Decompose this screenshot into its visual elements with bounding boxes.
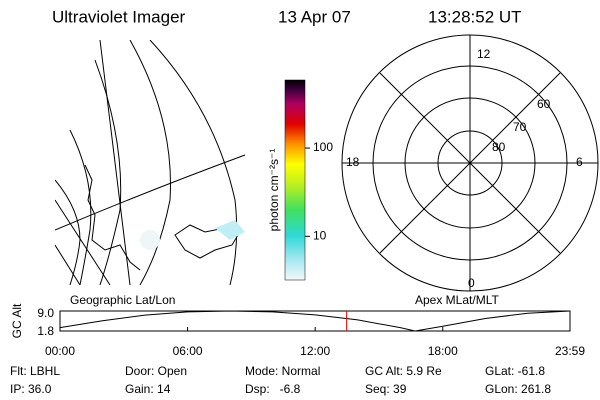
hour-label: 6 <box>576 155 583 169</box>
altitude-line <box>59 310 570 332</box>
lat-label: 60 <box>537 97 551 111</box>
x-tick-label: 00:00 <box>45 344 75 358</box>
polar-label: Apex MLat/MLT <box>415 293 499 307</box>
info-field: GLon: 261.8 <box>485 382 551 396</box>
info-field: Gain: 14 <box>125 382 171 396</box>
y-tick-label: 9.0 <box>37 306 54 320</box>
info-field: Dsp: -6.8 <box>245 382 301 396</box>
y-axis-label: GC Alt <box>10 303 24 338</box>
hour-label: 0 <box>468 276 475 290</box>
y-tick-label: 1.8 <box>37 324 54 338</box>
info-field: Flt: LBHL <box>10 364 60 378</box>
x-tick-label: 12:00 <box>300 344 330 358</box>
info-field: IP: 36.0 <box>10 382 52 396</box>
x-tick-label: 18:00 <box>428 344 458 358</box>
colorbar-tick-label: 100 <box>313 140 333 154</box>
info-field: GLat: -61.8 <box>485 364 545 378</box>
info-field: GC Alt: 5.9 Re <box>365 364 442 378</box>
colorbar <box>284 79 306 281</box>
lat-label: 70 <box>513 120 527 134</box>
time: 13:28:52 UT <box>428 7 522 26</box>
x-tick-label: 23:59 <box>555 344 585 358</box>
map <box>55 40 246 285</box>
info-field: Mode: Normal <box>245 364 320 378</box>
hour-label: 18 <box>346 155 360 169</box>
colorbar-tick-label: 10 <box>313 228 327 242</box>
title: Ultraviolet Imager <box>52 7 186 26</box>
info-field: Door: Open <box>125 364 187 378</box>
lat-label: 80 <box>492 140 506 154</box>
x-tick-label: 06:00 <box>173 344 203 358</box>
map-label: Geographic Lat/Lon <box>70 293 175 307</box>
polar-grid <box>341 34 599 292</box>
info-field: Seq: 39 <box>365 382 407 396</box>
colorbar-label: photon cm⁻²s⁻¹ <box>267 149 281 232</box>
date: 13 Apr 07 <box>278 7 351 26</box>
hour-label: 12 <box>477 47 491 61</box>
